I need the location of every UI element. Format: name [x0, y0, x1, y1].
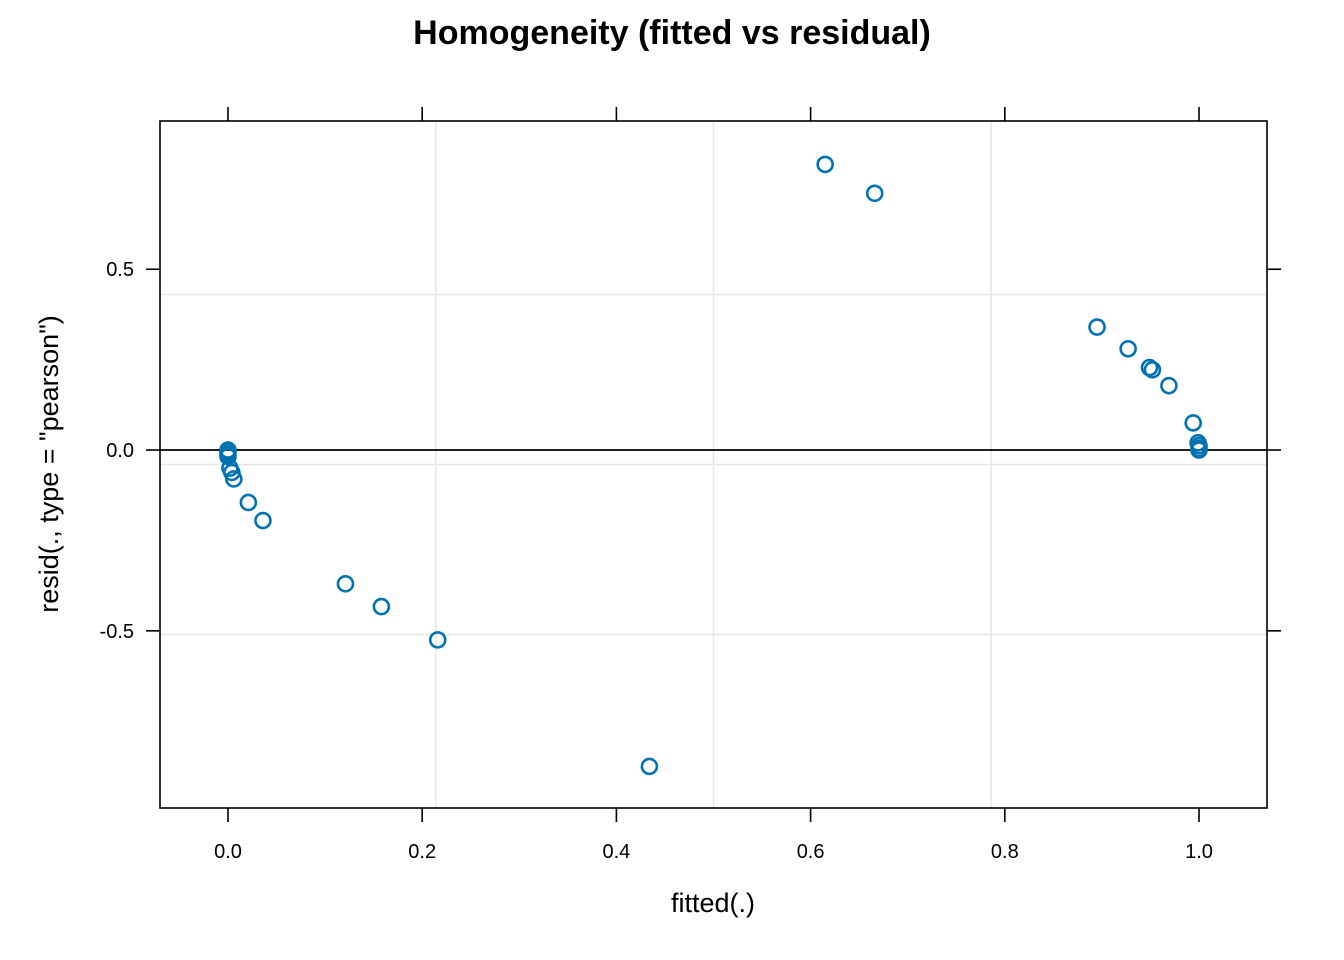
grid-lines — [160, 121, 1267, 808]
data-point-17 — [1140, 358, 1159, 377]
x-tick-label-2: 0.4 — [602, 841, 630, 863]
y-tick-label-0: 0.5 — [106, 259, 134, 281]
y-tick-label-1: 0.0 — [106, 440, 134, 462]
plot-panel-border — [159, 120, 1268, 809]
data-point-9 — [336, 575, 355, 593]
x-tick-label-4: 0.8 — [991, 841, 1019, 863]
data-point-7 — [239, 493, 258, 512]
chart-title: Homogeneity (fitted vs residual) — [413, 14, 931, 52]
x-tick-label-3: 0.6 — [797, 841, 825, 863]
data-point-14 — [865, 184, 884, 203]
data-point-24 — [1190, 441, 1208, 459]
data-point-18 — [1143, 360, 1162, 379]
data-point-8 — [254, 511, 272, 530]
data-point-16 — [1119, 339, 1137, 358]
data-point-10 — [372, 597, 391, 616]
data-point-15 — [1088, 318, 1106, 336]
y-tick-label-2: -0.5 — [100, 621, 134, 643]
x-tick-label-0: 0.0 — [214, 841, 242, 863]
x-axis-label: fitted(.) — [671, 888, 755, 918]
data-point-19 — [1160, 376, 1178, 395]
y-axis-label: resid(., type = "pearson") — [34, 315, 64, 613]
data-points — [219, 155, 1208, 776]
data-point-11 — [428, 631, 447, 649]
x-tick-label-1: 0.2 — [408, 841, 436, 863]
data-point-6 — [225, 470, 243, 488]
axis-ticks: 0.0 0.2 0.4 0.6 0.8 1.0 0.5 0.0 -0.5 — [100, 107, 1281, 863]
data-point-12 — [640, 757, 659, 776]
data-point-20 — [1184, 414, 1202, 432]
x-tick-label-5: 1.0 — [1185, 841, 1213, 863]
data-point-3 — [219, 447, 237, 466]
data-point-13 — [816, 155, 834, 174]
